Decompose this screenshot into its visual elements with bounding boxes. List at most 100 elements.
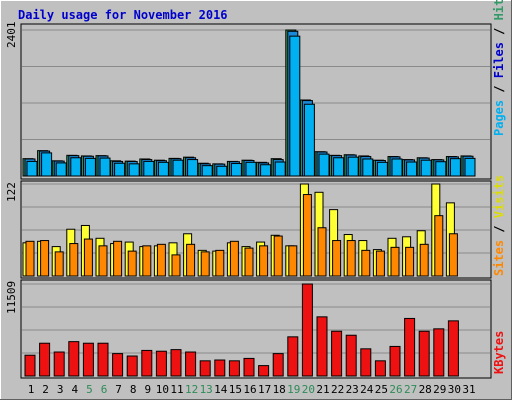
- bar-pages-day-12: [187, 159, 199, 177]
- day-label-20: 20: [302, 383, 315, 396]
- bar-kbytes-day-3: [53, 351, 65, 377]
- bar-sites-day-2: [40, 240, 50, 277]
- day-label-6: 6: [101, 383, 108, 396]
- bar-sites-day-6: [98, 245, 108, 277]
- bar-kbytes-day-16: [243, 357, 255, 377]
- bar-sites-day-25: [375, 250, 385, 277]
- bar-pages-day-10: [157, 161, 169, 177]
- top-ymax-label: 2401: [5, 22, 18, 49]
- bar-pages-day-17: [260, 164, 272, 177]
- day-label-11: 11: [170, 383, 183, 396]
- day-label-25: 25: [375, 383, 388, 396]
- bar-sites-day-15: [229, 240, 239, 277]
- bar-kbytes-day-10: [155, 350, 167, 377]
- bar-sites-day-18: [273, 235, 283, 277]
- bar-pages-day-22: [333, 157, 345, 177]
- bar-sites-day-1: [25, 240, 35, 277]
- bar-pages-day-28: [420, 159, 432, 177]
- bar-pages-day-18: [274, 161, 286, 177]
- bar-sites-day-20: [302, 194, 312, 277]
- bar-sites-day-19: [288, 245, 298, 277]
- bar-kbytes-day-7: [112, 353, 124, 377]
- day-label-9: 9: [144, 383, 151, 396]
- bar-kbytes-day-2: [39, 342, 51, 377]
- bar-kbytes-day-5: [82, 342, 94, 377]
- legend-part: Hits: [492, 0, 506, 20]
- bar-sites-day-16: [244, 247, 254, 277]
- bar-kbytes-day-27: [404, 317, 416, 377]
- bar-sites-day-30: [448, 233, 458, 277]
- bar-pages-day-9: [143, 160, 155, 177]
- bar-pages-day-27: [406, 161, 418, 177]
- bar-pages-day-7: [114, 162, 126, 177]
- bar-kbytes-day-4: [68, 341, 80, 377]
- bar-kbytes-day-18: [272, 353, 284, 377]
- day-label-23: 23: [346, 383, 359, 396]
- day-label-31: 31: [462, 383, 475, 396]
- bar-kbytes-day-26: [389, 345, 401, 377]
- day-label-8: 8: [130, 383, 137, 396]
- legend-part: /: [492, 218, 506, 240]
- day-label-1: 1: [28, 383, 35, 396]
- legend-kbytes: KBytes: [492, 331, 506, 374]
- bar-sites-day-13: [200, 251, 210, 277]
- bottom-panel-bars: [24, 283, 459, 377]
- bar-pages-day-16: [245, 161, 257, 177]
- middle-panel-bars: [22, 183, 458, 277]
- bottom-ymax-label: 11509: [5, 281, 18, 314]
- bar-pages-day-23: [347, 156, 359, 177]
- bar-kbytes-day-9: [141, 349, 153, 377]
- day-label-29: 29: [433, 383, 446, 396]
- bar-sites-day-7: [113, 240, 123, 277]
- bar-kbytes-day-28: [418, 330, 430, 377]
- panel-bottom-border: [20, 279, 492, 379]
- bar-kbytes-day-23: [345, 334, 357, 377]
- bar-kbytes-day-13: [199, 360, 211, 377]
- bar-kbytes-day-17: [258, 365, 270, 377]
- day-label-17: 17: [258, 383, 271, 396]
- bar-pages-day-19: [289, 35, 301, 177]
- bar-pages-day-31: [464, 157, 476, 177]
- panel-middle-border: [20, 180, 492, 279]
- bar-sites-day-14: [215, 249, 225, 277]
- day-label-16: 16: [243, 383, 256, 396]
- bar-sites-day-26: [390, 246, 400, 277]
- bar-sites-day-23: [346, 240, 356, 277]
- bar-kbytes-day-20: [301, 283, 313, 377]
- legend-part: Visits: [492, 175, 506, 218]
- bar-sites-day-17: [259, 245, 269, 277]
- day-label-19: 19: [287, 383, 300, 396]
- legend-part: KBytes: [492, 331, 506, 374]
- bar-kbytes-day-11: [170, 349, 182, 377]
- legend-part: /: [492, 78, 506, 100]
- day-label-26: 26: [389, 383, 402, 396]
- bar-sites-day-24: [361, 249, 371, 277]
- bar-kbytes-day-22: [331, 330, 343, 377]
- bar-sites-day-21: [317, 227, 327, 277]
- panel-top-border: [20, 23, 492, 180]
- legend-part: Files: [492, 42, 506, 78]
- day-label-10: 10: [156, 383, 169, 396]
- bar-kbytes-day-8: [126, 355, 138, 377]
- legend-part: /: [492, 20, 506, 42]
- middle-ymax-label: 122: [5, 182, 18, 202]
- bar-sites-day-11: [171, 254, 181, 277]
- day-label-15: 15: [229, 383, 242, 396]
- bar-pages-day-20: [303, 103, 315, 177]
- bar-sites-day-28: [419, 243, 429, 277]
- legend-part: Pages: [492, 100, 506, 136]
- day-label-7: 7: [115, 383, 122, 396]
- bar-pages-day-15: [230, 163, 242, 177]
- bar-sites-day-9: [142, 245, 152, 277]
- bar-kbytes-day-25: [374, 360, 386, 377]
- chart-title: Daily usage for November 2016: [18, 8, 228, 22]
- bar-sites-day-3: [54, 251, 64, 277]
- bar-sites-day-10: [156, 243, 166, 277]
- bar-kbytes-day-6: [97, 342, 109, 377]
- day-label-28: 28: [419, 383, 432, 396]
- day-label-18: 18: [273, 383, 286, 396]
- day-tick-labels: 1 2 3 4 5 6 7 8 9 10 11 12 13 14 15 16 17 18 19 20 21 22 23 24 2…: [28, 383, 476, 396]
- bar-kbytes-day-15: [228, 360, 240, 377]
- bar-pages-day-5: [84, 157, 96, 177]
